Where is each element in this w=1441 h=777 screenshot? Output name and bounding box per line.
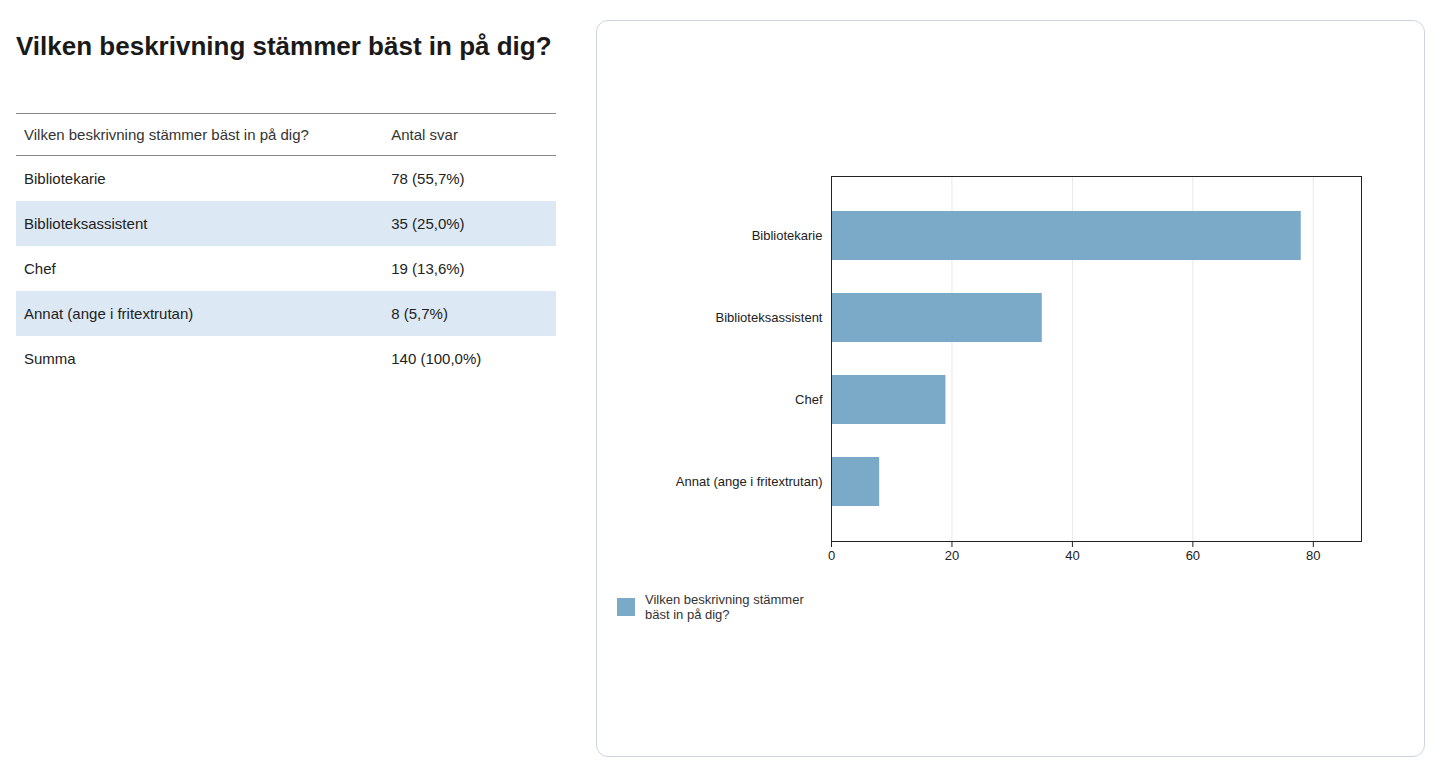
svg-text:0: 0 xyxy=(827,547,834,562)
svg-text:Bibliotekarie: Bibliotekarie xyxy=(751,228,822,243)
html-text:Bibliotekarie: Bibliotekarie xyxy=(24,169,106,187)
svg-text:Chef: Chef xyxy=(795,392,823,407)
html-text:Chef: Chef xyxy=(24,259,56,277)
html-text:Annat (ange i fritextrutan): Annat (ange i fritextrutan) xyxy=(24,304,194,322)
html-text:35 (25,0%): 35 (25,0%) xyxy=(391,214,465,232)
html-text:Vilken beskrivning stämmer bäs: Vilken beskrivning stämmer bäst in på di… xyxy=(16,31,552,61)
svg-text:60: 60 xyxy=(1185,547,1199,562)
html-text:Vilken beskrivning stämmer bäs: Vilken beskrivning stämmer bäst in på di… xyxy=(24,125,309,143)
html-text:8 (5,7%): 8 (5,7%) xyxy=(391,304,448,322)
html-text:Biblioteksassistent: Biblioteksassistent xyxy=(24,214,148,232)
html-text:Antal svar: Antal svar xyxy=(391,125,458,143)
html-text:78 (55,7%): 78 (55,7%) xyxy=(391,169,465,187)
svg-text:Annat (ange i fritextrutan): Annat (ange i fritextrutan) xyxy=(675,474,822,489)
svg-text:20: 20 xyxy=(944,547,958,562)
html-text:19 (13,6%): 19 (13,6%) xyxy=(391,259,465,277)
svg-text:Biblioteksassistent: Biblioteksassistent xyxy=(715,310,822,325)
html-text:Summa: Summa xyxy=(24,349,76,367)
html-text:140 (100,0%): 140 (100,0%) xyxy=(391,349,482,367)
html-text:Vilken beskrivning stämmer bäs: Vilken beskrivning stämmer bäst in på di… xyxy=(645,591,804,622)
svg-text:80: 80 xyxy=(1306,547,1320,562)
svg-text:40: 40 xyxy=(1065,547,1079,562)
